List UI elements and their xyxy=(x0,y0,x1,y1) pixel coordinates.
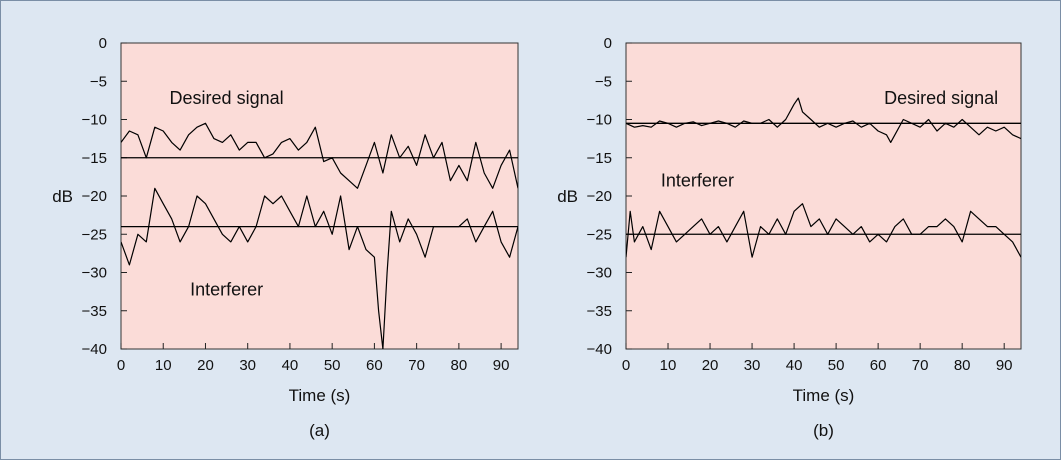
plot-area xyxy=(625,42,1022,350)
y-tick-label: −10 xyxy=(82,112,107,129)
y-tick-label: −15 xyxy=(587,150,612,167)
x-tick-label: 60 xyxy=(870,357,887,374)
x-axis-label: Time (s) xyxy=(289,386,351,405)
x-tick-label: 20 xyxy=(197,357,214,374)
y-tick-label: −5 xyxy=(90,73,107,90)
annotation-interferer: Interferer xyxy=(190,279,263,299)
annotation-desired-signal: Desired signal xyxy=(884,88,998,108)
x-axis-label: Time (s) xyxy=(793,386,855,405)
panel-a: 0 −5 −10 −15 −20 −25 −30 −35 −40 0 10 20 30 40 50 60 70 8… xyxy=(52,35,519,440)
interferer-signal-line xyxy=(121,187,518,349)
y-tick-label: −25 xyxy=(587,226,612,243)
x-tick-label: 70 xyxy=(408,357,425,374)
y-tick-label: −10 xyxy=(587,112,612,129)
desired-signal-line xyxy=(121,122,518,189)
y-tick-label: −35 xyxy=(587,303,612,320)
x-tick-label: 20 xyxy=(702,357,719,374)
x-tick-label: 30 xyxy=(744,357,761,374)
x-tick-label: 10 xyxy=(660,357,677,374)
panel-b: 0 −5 −10 −15 −20 −25 −30 −35 −40 0 10 20 30 40 50 60 70 8… xyxy=(557,35,1022,440)
x-tick-label: 0 xyxy=(622,357,630,374)
y-axis-label: dB xyxy=(557,187,578,206)
y-tick-label: −40 xyxy=(82,341,107,358)
y-tick-label: −20 xyxy=(82,188,107,205)
x-tick-label: 50 xyxy=(828,357,845,374)
x-tick-label: 50 xyxy=(324,357,341,374)
x-tick-label: 40 xyxy=(282,357,299,374)
x-tick-label: 90 xyxy=(996,357,1013,374)
y-tick-label: 0 xyxy=(99,35,107,52)
annotation-interferer: Interferer xyxy=(661,171,734,191)
x-tick-label: 80 xyxy=(954,357,971,374)
y-tick-label: −35 xyxy=(82,303,107,320)
x-tick-label: 0 xyxy=(117,357,125,374)
x-tick-label: 60 xyxy=(366,357,383,374)
y-tick-label: −40 xyxy=(587,341,612,358)
x-tick-label: 30 xyxy=(239,357,256,374)
y-tick-label: 0 xyxy=(604,35,612,52)
interferer-signal-line xyxy=(626,203,1021,258)
desired-signal-line xyxy=(626,97,1021,143)
x-tick-label: 10 xyxy=(155,357,172,374)
y-tick-label: −30 xyxy=(82,265,107,282)
y-tick-label: −25 xyxy=(82,226,107,243)
y-tick-label: −5 xyxy=(595,73,612,90)
x-tick-label: 40 xyxy=(786,357,803,374)
x-tick-label: 90 xyxy=(493,357,510,374)
y-tick-label: −30 xyxy=(587,265,612,282)
annotation-desired-signal: Desired signal xyxy=(170,88,284,108)
y-axis-label: dB xyxy=(52,187,73,206)
y-tick-label: −15 xyxy=(82,150,107,167)
x-tick-label: 70 xyxy=(912,357,929,374)
y-tick-label: −20 xyxy=(587,188,612,205)
x-tick-label: 80 xyxy=(451,357,468,374)
panel-caption: (b) xyxy=(813,421,834,440)
plot-area xyxy=(120,42,519,350)
panel-caption: (a) xyxy=(309,421,330,440)
